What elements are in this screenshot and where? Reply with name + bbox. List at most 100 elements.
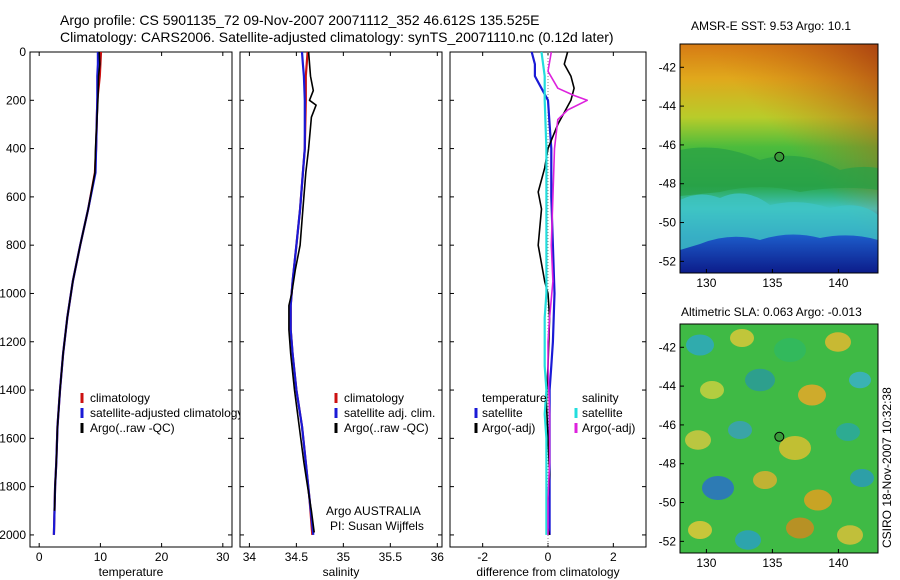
profile-panel-1: 0 200 400 600 800 1000 1200 1400 1600 1800 2000 0 10… <box>0 45 243 579</box>
float-location-marker <box>774 431 785 442</box>
x-tick-label: 34.5 <box>285 550 309 564</box>
sla-anomaly-patch <box>688 521 712 539</box>
x-tick-label: 2 <box>610 550 617 564</box>
x-tick-label: 34 <box>243 550 257 564</box>
map-y-tick-label: -44 <box>659 379 677 393</box>
x-axis-label: temperature <box>99 565 164 579</box>
series-line-satellite-adj-clim- <box>289 51 315 536</box>
legend-label: temperature <box>482 391 547 405</box>
sla-map: 130 135 140 -42 -44 -46 -48 -50 -52 <box>659 323 879 570</box>
sla-anomaly-patch <box>804 489 832 511</box>
legend-label: satellite <box>482 406 523 420</box>
x-tick-label: 35.5 <box>379 550 403 564</box>
sla-anomaly-patch <box>730 329 754 347</box>
sla-anomaly-patch <box>779 436 811 460</box>
sla-anomaly-patch <box>686 334 714 356</box>
y-tick-label: 1600 <box>0 431 26 445</box>
sla-anomaly-patch <box>786 517 814 539</box>
sla-anomaly-patch <box>702 476 734 500</box>
x-tick-label: 0 <box>545 550 552 564</box>
sst-cool-band <box>680 193 878 250</box>
sst-map-title: AMSR-E SST: 9.53 Argo: 10.1 <box>691 19 852 33</box>
y-tick-label: 1800 <box>0 480 26 494</box>
sla-anomaly-patch <box>753 471 777 489</box>
x-axis-label: salinity <box>323 565 360 579</box>
sla-anomaly-patch <box>774 338 806 362</box>
x-tick-label: 36 <box>431 550 445 564</box>
map-y-tick-label: -42 <box>659 340 677 354</box>
map-y-tick-label: -42 <box>659 60 677 74</box>
legend-label: Argo(..raw -QC) <box>344 421 429 435</box>
sla-anomaly-patch <box>850 469 874 487</box>
y-tick-label: 800 <box>6 238 26 252</box>
figure-title-line2: Climatology: CARS2006. Satellite-adjuste… <box>60 29 614 45</box>
legend-label: Argo(-adj) <box>582 421 635 435</box>
y-tick-label: 2000 <box>0 528 26 542</box>
map-y-tick-label: -50 <box>659 216 677 230</box>
y-tick-label: 0 <box>19 45 26 59</box>
sla-anomaly-patch <box>685 430 711 450</box>
y-tick-label: 200 <box>6 93 26 107</box>
sst-map-ticks: 130 135 140 -42 -44 -46 -48 -50 -52 <box>659 60 849 290</box>
sla-anomaly-patch <box>849 371 871 389</box>
map-y-tick-label: -50 <box>659 496 677 510</box>
x-tick-label: 35 <box>337 550 351 564</box>
map-y-tick-label: -52 <box>659 534 677 548</box>
profile-panel-2: 34 34.5 35 35.5 36 salinity climatologysatelli… <box>239 51 445 579</box>
legend-label: climatology <box>344 391 404 405</box>
map-y-tick-label: -46 <box>659 138 677 152</box>
credit-line2: PI: Susan Wijffels <box>330 519 424 533</box>
map-x-tick-label: 130 <box>696 556 716 570</box>
legend-label: satellite adj. clim. <box>344 406 435 420</box>
x-tick-label: 10 <box>94 550 108 564</box>
legend-label: Argo(..raw -QC) <box>90 421 175 435</box>
series-line-salinity-argo-adj- <box>547 51 589 535</box>
legend-label: Argo(-adj) <box>482 421 535 435</box>
x-tick-label: 20 <box>155 550 169 564</box>
map-y-tick-label: -44 <box>659 99 677 113</box>
sla-anomaly-patch <box>700 381 724 399</box>
sla-anomaly-patch <box>837 525 863 545</box>
legend-label: satellite <box>582 406 623 420</box>
y-tick-label: 1200 <box>0 335 26 349</box>
y-tick-label: 1400 <box>0 383 26 397</box>
series-line-salinity-satellite <box>540 51 548 535</box>
x-tick-label: -2 <box>477 550 488 564</box>
credit-line1: Argo AUSTRALIA <box>326 504 421 518</box>
axes-frame <box>239 51 443 548</box>
map-y-tick-label: -48 <box>659 177 677 191</box>
series-line-argo-raw-qc- <box>53 51 101 511</box>
legend-label: satellite-adjusted climatology <box>90 406 243 420</box>
sst-map: 130 135 140 -42 -44 -46 -48 -50 -52 <box>659 43 879 290</box>
sla-anomaly-patch <box>825 332 851 352</box>
sla-anomaly-patch <box>728 421 752 439</box>
map-x-tick-label: 140 <box>828 276 848 290</box>
sst-map-frame <box>679 43 879 274</box>
legend-label: climatology <box>90 391 150 405</box>
legend-label: salinity <box>582 391 619 405</box>
map-x-tick-label: 135 <box>762 276 782 290</box>
map-x-tick-label: 135 <box>762 556 782 570</box>
y-tick-label: 400 <box>6 142 26 156</box>
map-y-tick-label: -46 <box>659 418 677 432</box>
float-location-marker <box>774 151 785 162</box>
sla-map-ticks: 130 135 140 -42 -44 -46 -48 -50 -52 <box>659 340 849 570</box>
x-axis-label: difference from climatology <box>476 565 619 579</box>
map-x-tick-label: 140 <box>828 556 848 570</box>
sst-mid-band <box>680 147 878 196</box>
map-y-tick-label: -48 <box>659 457 677 471</box>
figure-title-line1: Argo profile: CS 5901135_72 09-Nov-2007 … <box>60 12 540 28</box>
sla-anomaly-patch <box>745 368 775 392</box>
series-line-argo-raw-qc- <box>288 51 317 533</box>
sla-anomaly-patch <box>836 423 860 441</box>
timestamp-stamp: CSIRO 18-Nov-2007 10:32:38 <box>880 387 894 548</box>
y-tick-label: 1000 <box>0 286 26 300</box>
sla-anomaly-patch <box>735 530 761 550</box>
axes-frame <box>29 51 233 548</box>
x-tick-label: 30 <box>216 550 230 564</box>
sla-map-title: Altimetric SLA: 0.063 Argo: -0.013 <box>681 305 862 319</box>
map-y-tick-label: -52 <box>659 254 677 268</box>
sla-anomaly-patch <box>798 384 826 406</box>
